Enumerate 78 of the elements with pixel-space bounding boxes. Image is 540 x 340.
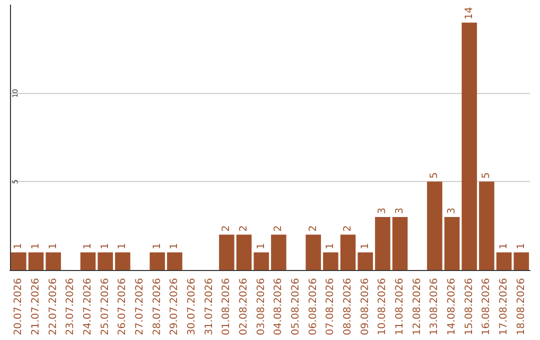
data-label: 2 [308, 225, 319, 232]
data-label: 2 [238, 225, 250, 232]
x-tick-label: 02.08.2026 [238, 278, 250, 336]
x-tick-label: 14.08.2026 [446, 278, 458, 336]
x-tick-label: 13.08.2026 [429, 278, 440, 336]
data-label: 1 [13, 242, 24, 250]
data-label: 1 [82, 242, 94, 250]
x-tick-label: 09.08.2026 [360, 278, 371, 336]
x-tick-label: 12.08.2026 [412, 278, 423, 336]
data-label: 5 [429, 172, 440, 179]
x-tick-label: 10.08.2026 [377, 278, 388, 336]
data-label: 1 [498, 242, 510, 250]
bar [375, 217, 390, 270]
x-tick-label: 03.08.2026 [256, 278, 267, 336]
x-tick-label: 11.08.2026 [394, 278, 406, 336]
x-tick-label: 04.08.2026 [273, 278, 284, 336]
bar [219, 234, 234, 270]
bar [254, 252, 269, 270]
bar [462, 22, 477, 270]
bar [46, 252, 61, 270]
bar [236, 234, 252, 270]
data-label: 5 [481, 172, 492, 179]
x-tick-label: 22.07.2026 [48, 278, 59, 336]
x-tick-label: 21.07.2026 [30, 278, 42, 336]
data-label: 1 [516, 242, 527, 250]
bar [323, 252, 338, 270]
bar [80, 252, 96, 270]
x-tick-label: 16.08.2026 [481, 278, 492, 336]
data-label: 1 [152, 242, 163, 250]
bar [427, 182, 442, 270]
x-tick-label: 29.07.2026 [169, 278, 180, 336]
bar [150, 252, 165, 270]
bar [479, 182, 494, 270]
bar [306, 234, 321, 270]
x-tick-label: 17.08.2026 [498, 278, 510, 336]
x-tick-label: 06.08.2026 [308, 278, 319, 336]
bar [28, 252, 44, 270]
data-label: 14 [464, 6, 475, 20]
x-tick-label: 05.08.2026 [290, 278, 302, 336]
data-label: 1 [100, 242, 111, 250]
data-label: 1 [48, 242, 59, 250]
data-label: 1 [30, 242, 42, 250]
x-tick-label: 20.07.2026 [13, 278, 24, 336]
data-label: 3 [446, 208, 458, 214]
bar [271, 234, 286, 270]
bar [392, 217, 408, 270]
bar [11, 252, 26, 270]
bar [358, 252, 373, 270]
x-tick-label: 08.08.2026 [342, 278, 354, 336]
x-tick-label: 24.07.2026 [82, 278, 94, 336]
x-tick-label: 23.07.2026 [65, 278, 76, 336]
bar [514, 252, 529, 270]
bar [167, 252, 182, 270]
bar [340, 234, 356, 270]
x-tick-label: 01.08.2026 [221, 278, 232, 336]
x-tick-label: 31.07.2026 [204, 278, 215, 336]
x-tick-label: 28.07.2026 [152, 278, 163, 336]
data-label: 3 [377, 208, 388, 214]
bar [98, 252, 113, 270]
data-label: 2 [221, 225, 232, 232]
bar [496, 252, 512, 270]
data-label: 1 [325, 242, 336, 250]
x-tick-label: 15.08.2026 [464, 278, 475, 336]
data-label: 1 [256, 242, 267, 250]
data-label: 3 [394, 208, 406, 214]
x-tick-label: 27.07.2026 [134, 278, 146, 336]
bar [444, 217, 460, 270]
x-tick-label: 26.07.2026 [117, 278, 128, 336]
data-label: 1 [117, 242, 128, 250]
x-tick-label: 30.07.2026 [186, 278, 198, 336]
x-tick-label: 18.08.2026 [516, 278, 527, 336]
x-tick-label: 25.07.2026 [100, 278, 111, 336]
data-label: 1 [169, 242, 180, 250]
bar [115, 252, 130, 270]
data-label: 2 [342, 225, 354, 232]
x-tick-label: 07.08.2026 [325, 278, 336, 336]
data-label: 1 [360, 242, 371, 250]
data-label: 2 [273, 225, 284, 232]
